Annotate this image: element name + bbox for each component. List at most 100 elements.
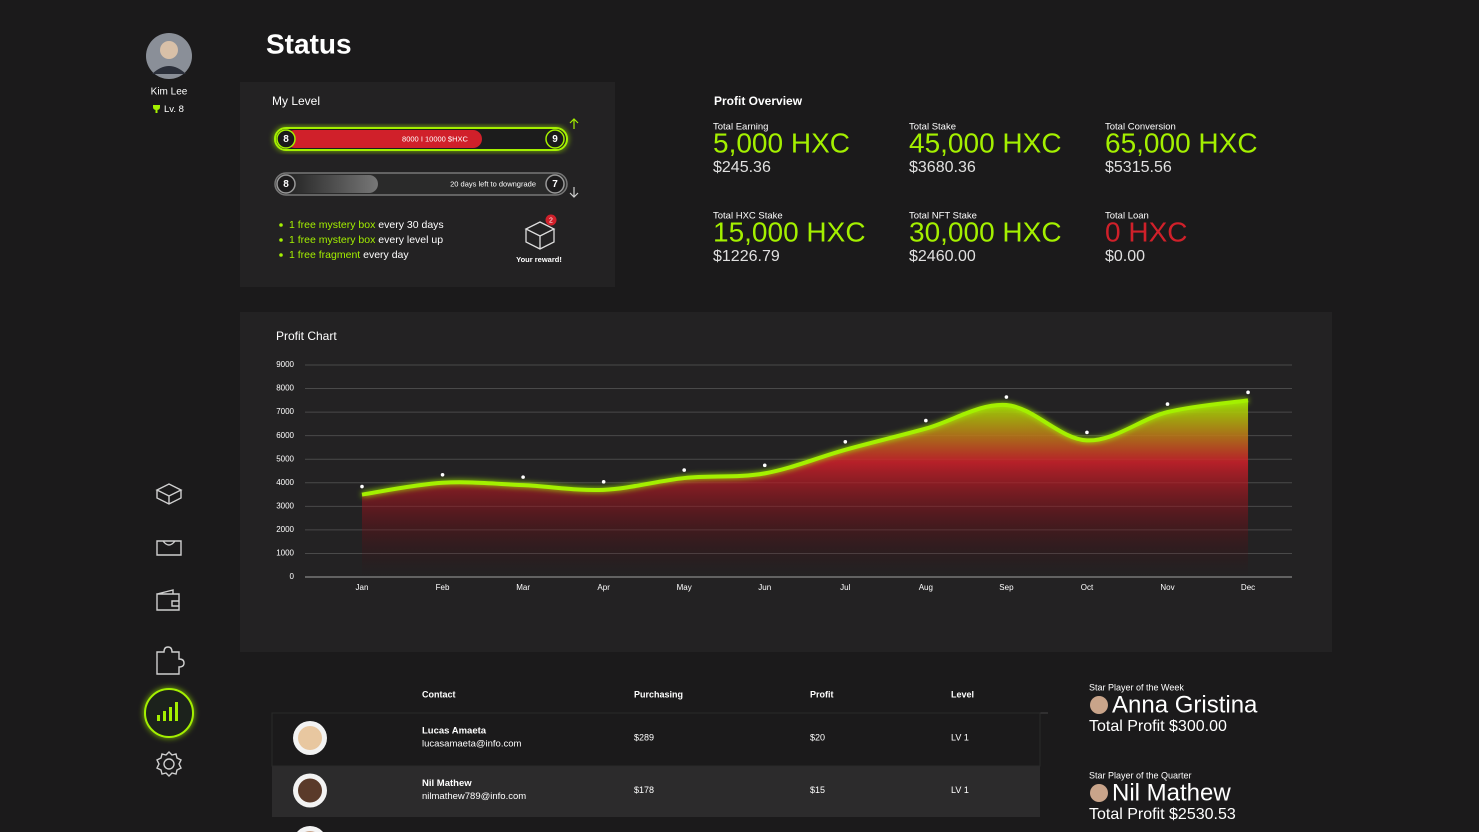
perk-highlight: 1 free mystery box (289, 234, 376, 246)
stat-label: Total Earning (713, 122, 768, 133)
perk-bullet (279, 238, 283, 242)
x-tick-label: Apr (597, 583, 610, 592)
x-tick-label: May (677, 583, 692, 592)
cell-profit: $15 (810, 785, 825, 795)
icon-bar (175, 702, 178, 721)
stat-amount: 15,000 HXC (713, 216, 866, 247)
nav-status-icon (157, 702, 178, 721)
cell-purchasing: $178 (634, 785, 654, 795)
point (1246, 390, 1250, 395)
y-tick-label: 5000 (276, 454, 294, 463)
row-border (271, 712, 1041, 767)
y-tick-label: 9000 (276, 360, 294, 369)
point (360, 484, 364, 489)
level-end-text: 9 (552, 134, 558, 145)
point (762, 463, 767, 468)
stat-usd: $0.00 (1105, 248, 1145, 265)
column-header: Profit (810, 689, 834, 699)
stat-usd: $1226.79 (713, 248, 780, 265)
nav-bag[interactable] (156, 540, 182, 556)
reward-badge-text: 2 (549, 217, 553, 224)
star-profit: Total Profit $2530.53 (1089, 806, 1236, 823)
my-level-panel: My Level 8 8000 I 10000 $HXC 9 8 20 days… (240, 82, 615, 287)
star-avatar (1090, 696, 1108, 714)
star-avatar (1090, 784, 1108, 802)
stat-usd: $5315.56 (1105, 159, 1172, 176)
point (682, 468, 686, 472)
stat-label: Total Loan (1105, 211, 1149, 222)
profit-chart: Profit Chart 0 1000 2000 3000 4000 5000 6000 70… (240, 312, 1332, 652)
contact-name: Anna Gristina (422, 831, 485, 832)
y-tick-label: 3000 (276, 501, 294, 510)
up-arrow (569, 118, 579, 129)
level-start (276, 129, 296, 149)
perk-bullet (279, 223, 283, 227)
icon-bar (157, 715, 160, 721)
perk: 1 free mystery box every level up (289, 234, 443, 246)
point (521, 475, 525, 479)
cell-level: LV 1 (951, 785, 969, 795)
reward-badge (545, 214, 557, 226)
column-header: Purchasing (634, 689, 683, 699)
stat-usd: $3680.36 (909, 159, 976, 176)
stat-label: Total Stake (909, 122, 956, 133)
column-header: Level (951, 689, 974, 699)
perk-highlight: 1 free fragment (289, 249, 360, 261)
cell-purchasing: $289 (634, 732, 654, 742)
stat-usd: $245.36 (713, 159, 771, 176)
y-tick-label: 0 (290, 572, 295, 581)
x-tick-label: Jan (356, 583, 369, 592)
x-tick-label: Oct (1081, 583, 1094, 592)
x-tick-label: Mar (516, 583, 530, 592)
point (1085, 430, 1089, 435)
perk-highlight: 1 free mystery box (289, 219, 376, 231)
perk-rest: every level up (378, 234, 443, 246)
perk: 1 free mystery box every 30 days (289, 219, 444, 231)
nav-wallet[interactable] (156, 589, 180, 611)
downgrade-fill (286, 175, 378, 193)
star-profit: Total Profit $300.00 (1089, 718, 1227, 735)
x-tick-label: Feb (436, 583, 450, 592)
x-tick-label: Jul (840, 583, 850, 592)
cell-level: LV 1 (951, 732, 969, 742)
stat-usd: $2460.00 (909, 248, 976, 265)
level-end (545, 129, 565, 149)
nav-settings[interactable] (156, 751, 182, 777)
point (1165, 402, 1170, 406)
nav-box[interactable] (155, 483, 183, 505)
user-name: Kim Lee (151, 87, 188, 98)
y-tick-label: 8000 (276, 384, 294, 393)
perk: 1 free fragment every day (289, 249, 409, 261)
nav-puzzle[interactable] (156, 646, 185, 675)
nav-settings-center[interactable] (163, 758, 175, 770)
point (601, 480, 606, 484)
user-level: Lv. 8 (164, 104, 184, 115)
page-title: Status (266, 28, 352, 59)
stat-amount: 65,000 HXC (1105, 127, 1258, 158)
row-highlight (272, 766, 1040, 817)
contact-name: Nil Mathew (422, 778, 472, 789)
icon-bar (169, 707, 172, 721)
point (924, 418, 928, 423)
perk-rest: every day (363, 249, 409, 261)
column-header: Contact (422, 689, 456, 699)
down-arrow (569, 187, 579, 198)
level-end (545, 174, 565, 194)
line (361, 398, 1249, 497)
level-start-text: 8 (283, 134, 289, 145)
stat-label: Total Conversion (1105, 122, 1176, 133)
stat-label: Total NFT Stake (909, 211, 977, 222)
level-start-text: 8 (283, 179, 289, 190)
point (440, 472, 445, 477)
reward-box[interactable] (524, 221, 556, 250)
avatar-face (298, 778, 322, 803)
reward-label: Your reward! (516, 255, 562, 264)
stat-label: Total HXC Stake (713, 211, 783, 222)
icon-bar (163, 711, 166, 721)
y-tick-label: 6000 (276, 431, 294, 440)
star-name: Nil Mathew (1112, 779, 1231, 806)
avatar-face (160, 41, 178, 59)
